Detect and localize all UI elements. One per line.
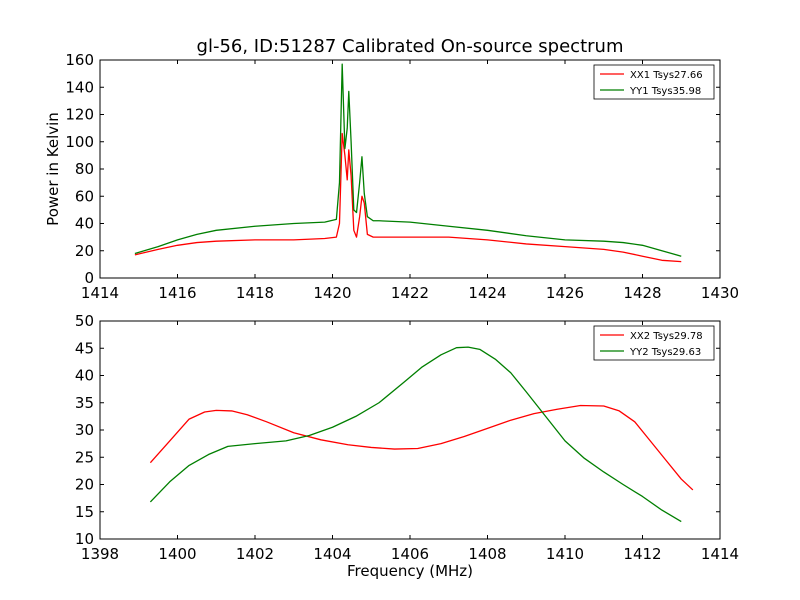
bottom-panel: 1398 1400 1402 1404 1406 1408 1410 1412 1414 10 15…	[75, 312, 739, 580]
legend-entry: YY1 Tsys35.98	[629, 86, 701, 97]
y-tick-label: 140	[65, 78, 94, 96]
y-tick-label: 10	[75, 530, 94, 548]
legend-entry: XX1 Tsys27.66	[630, 70, 703, 81]
y-tick-label: 20	[75, 242, 94, 260]
y-axis-label: Power in Kelvin	[44, 112, 62, 226]
y-tick-label: 40	[75, 367, 94, 385]
y-tick-label: 0	[84, 269, 94, 287]
y-tick-label: 20	[75, 476, 94, 494]
y-tick-label: 160	[65, 51, 94, 69]
y-tick-label: 60	[75, 187, 94, 205]
legend-box	[593, 325, 715, 361]
series-line-xx	[134, 132, 682, 263]
x-tick-label: 1416	[158, 284, 196, 302]
x-axis-label: Frequency (MHz)	[347, 562, 473, 580]
chart-title: gl-56, ID:51287 Calibrated On-source spe…	[197, 36, 624, 57]
y-tick-label: 120	[65, 106, 94, 124]
x-tick-label: 1430	[701, 284, 739, 302]
x-tick-label: 1420	[313, 284, 351, 302]
x-tick-label: 1404	[313, 545, 351, 563]
y-tick-label: 45	[75, 339, 94, 357]
legend-entry: YY2 Tsys29.63	[629, 347, 701, 358]
x-tick-label: 1400	[158, 545, 196, 563]
x-tick-label: 1406	[391, 545, 429, 563]
x-tick-label: 1422	[391, 284, 429, 302]
top-panel: 1414 1416 1418 1420 1422 1424 1426 1428 1430 0 20 4…	[44, 51, 739, 302]
x-tick-label: 1410	[546, 545, 584, 563]
series-line-yy	[134, 63, 682, 257]
legend: XX2 Tsys29.78 YY2 Tsys29.63	[593, 325, 715, 361]
x-tick-label: 1398	[81, 545, 119, 563]
y-tick-label: 40	[75, 215, 94, 233]
series-line-xx	[149, 404, 694, 491]
legend-box	[593, 64, 715, 100]
y-tick-label: 25	[75, 448, 94, 466]
x-tick-label: 1412	[623, 545, 661, 563]
y-tick-label: 30	[75, 421, 94, 439]
x-tick-label: 1408	[468, 545, 506, 563]
x-tick-label: 1424	[468, 284, 506, 302]
y-tick-label: 15	[75, 503, 94, 521]
legend-entry: XX2 Tsys29.78	[630, 331, 703, 342]
y-tick-label: 100	[65, 133, 94, 151]
x-tick-label: 1414	[81, 284, 119, 302]
x-tick-label: 1428	[623, 284, 661, 302]
series-line-yy	[149, 346, 682, 523]
x-tick-label: 1414	[701, 545, 739, 563]
y-tick-label: 80	[75, 160, 94, 178]
legend: XX1 Tsys27.66 YY1 Tsys35.98	[593, 64, 715, 100]
x-tick-label: 1426	[546, 284, 584, 302]
y-tick-label: 50	[75, 312, 94, 330]
x-tick-label: 1418	[236, 284, 274, 302]
y-tick-label: 35	[75, 394, 94, 412]
x-tick-label: 1402	[236, 545, 274, 563]
